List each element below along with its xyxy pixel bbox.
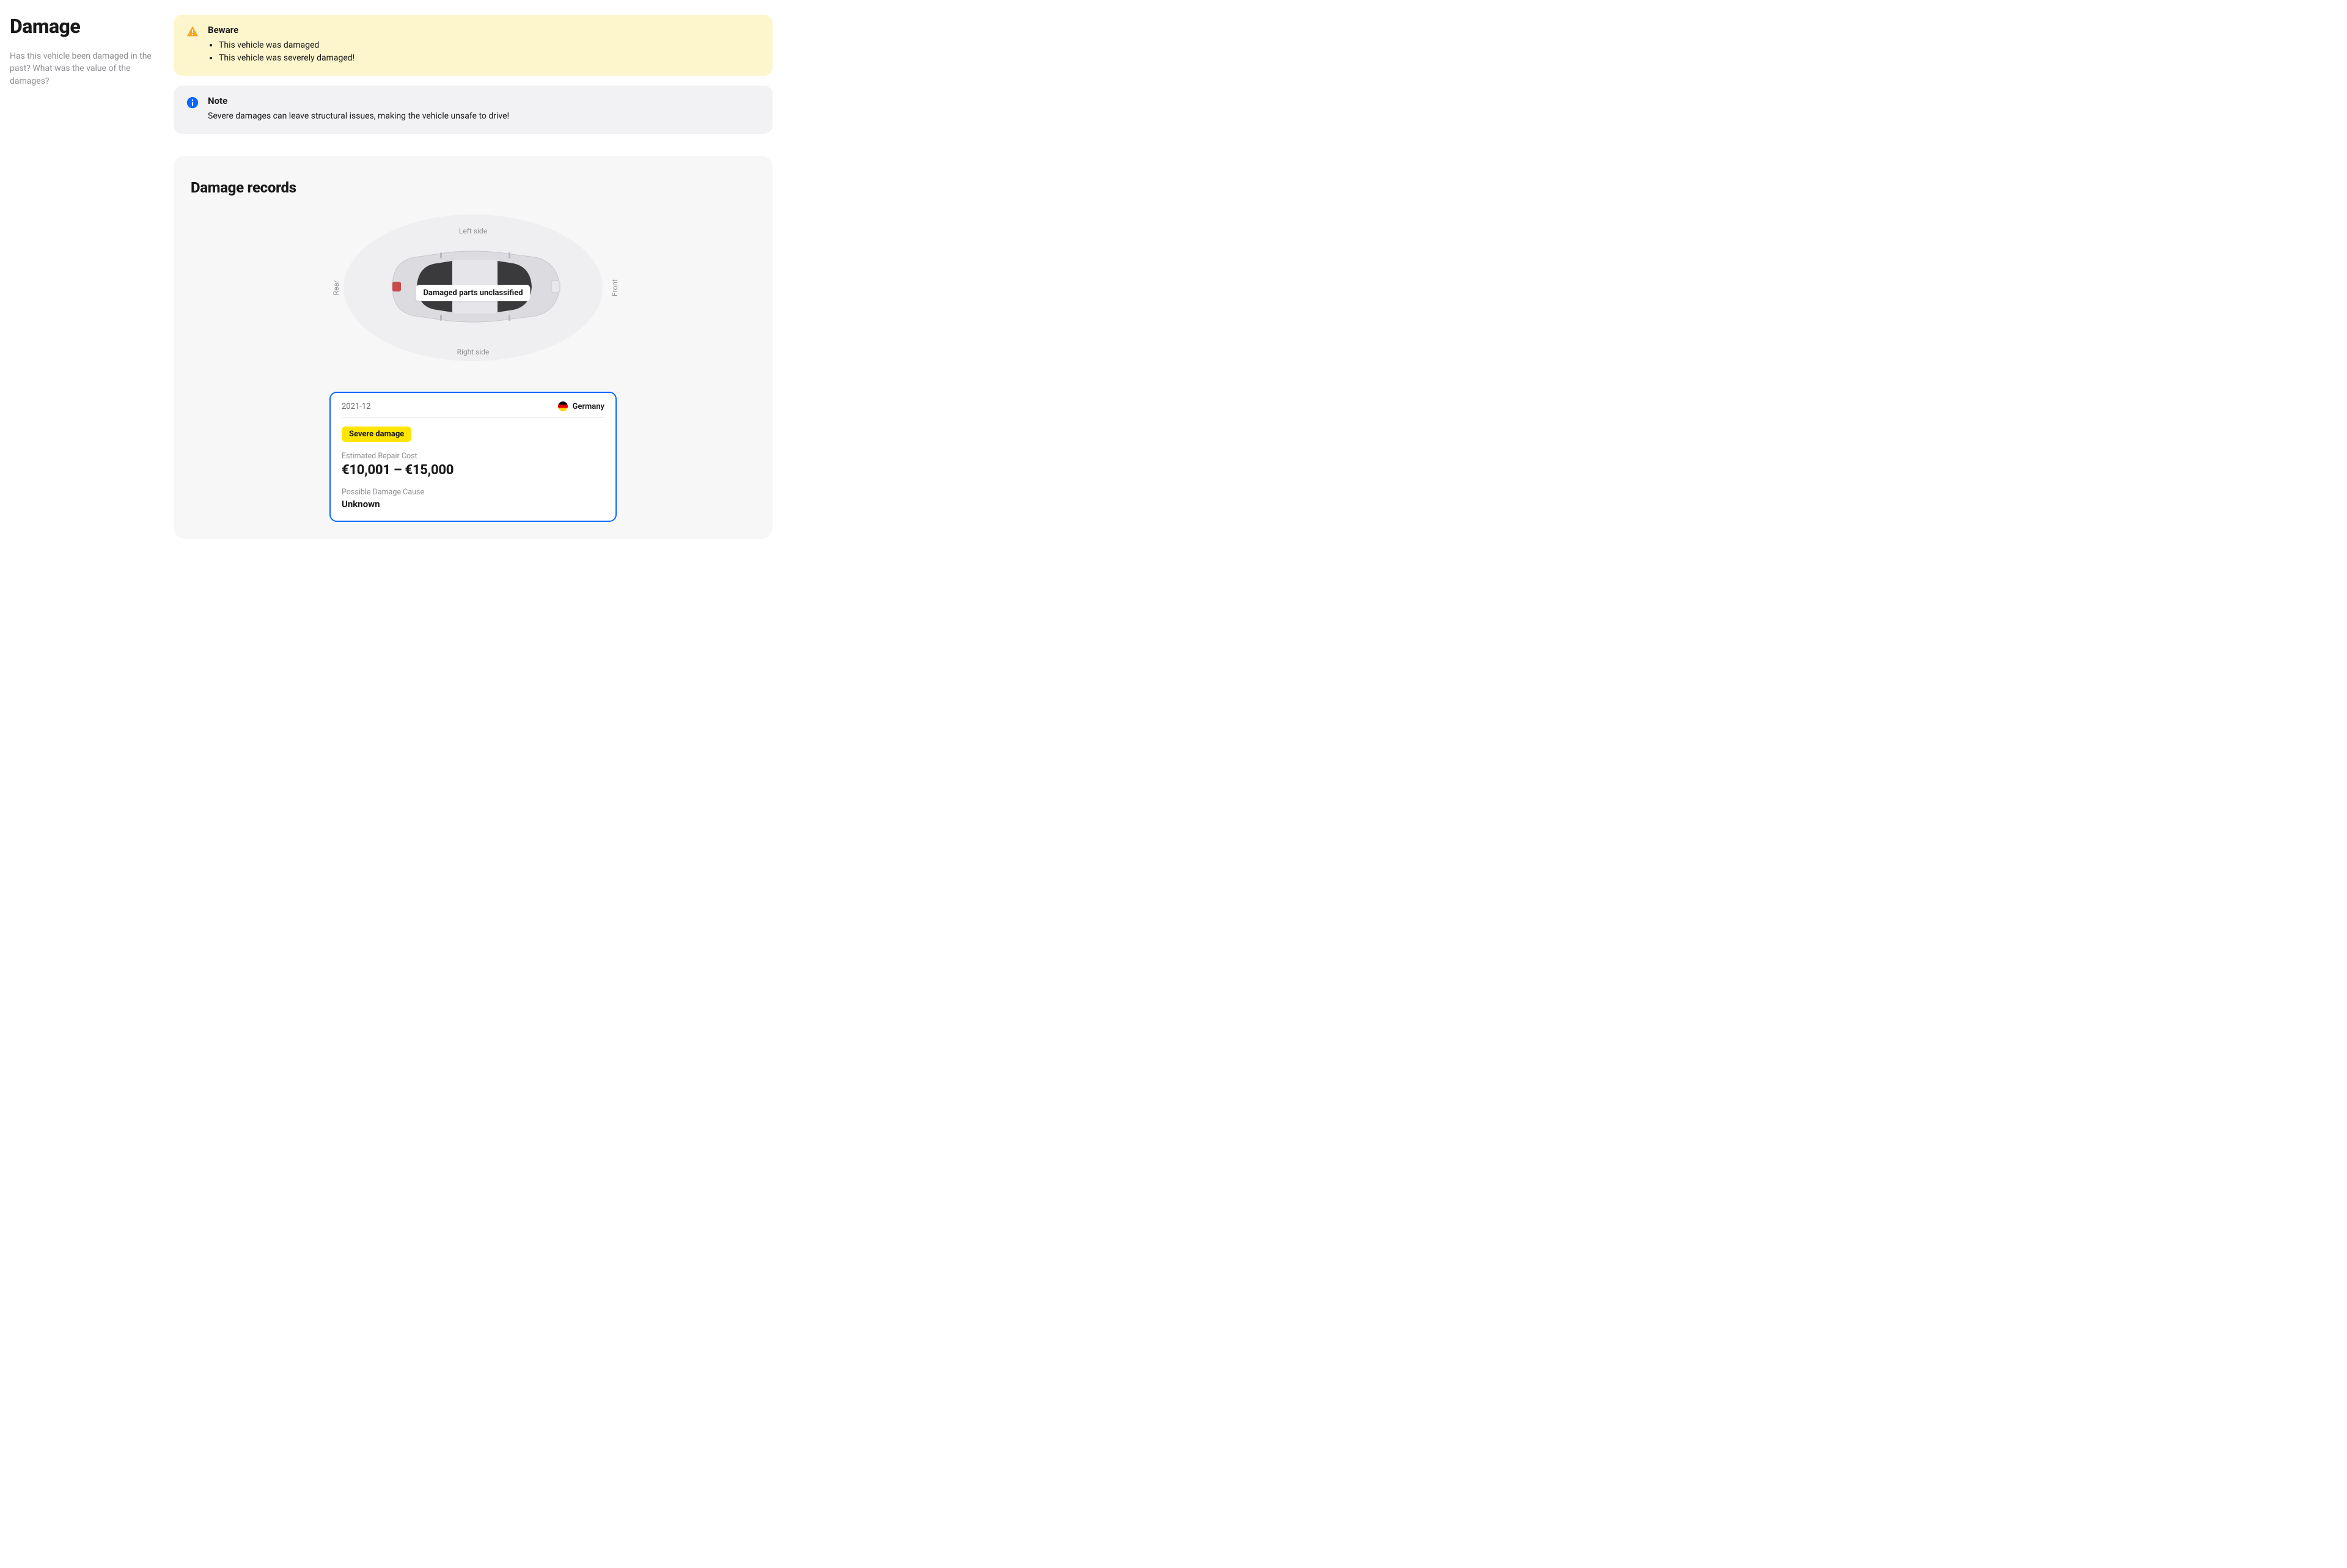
- info-icon: [186, 96, 199, 109]
- records-heading: Damage records: [191, 179, 755, 196]
- alert-warning-item: This vehicle was severely damaged!: [219, 52, 760, 65]
- alert-warning-body: Beware This vehicle was damaged This veh…: [208, 24, 760, 65]
- page-description: Has this vehicle been damaged in the pas…: [10, 50, 156, 87]
- page-title: Damage: [10, 15, 156, 38]
- damage-location-badge: Damaged parts unclassified: [416, 285, 530, 301]
- alert-warning-title: Beware: [208, 24, 760, 35]
- main-content: Beware This vehicle was damaged This veh…: [174, 15, 773, 539]
- record-header: 2021-12 Germany: [342, 401, 604, 418]
- alert-info-title: Note: [208, 95, 760, 106]
- alert-info-text: Severe damages can leave structural issu…: [208, 110, 760, 123]
- alert-info-body: Note Severe damages can leave structural…: [208, 95, 760, 123]
- damage-records-section: Damage records Left side Right side Rear…: [174, 156, 773, 539]
- sidebar: Damage Has this vehicle been damaged in …: [10, 15, 156, 539]
- record-country: Germany: [558, 401, 604, 411]
- warning-icon: [186, 25, 199, 38]
- cause-label: Possible Damage Cause: [342, 488, 604, 497]
- alert-warning-list: This vehicle was damaged This vehicle wa…: [208, 39, 760, 65]
- record-country-label: Germany: [572, 402, 604, 411]
- car-label-right-side: Right side: [457, 348, 490, 356]
- record-date: 2021-12: [342, 402, 370, 411]
- car-label-left-side: Left side: [459, 227, 487, 235]
- cost-value: €10,001 – €15,000: [342, 463, 604, 478]
- severity-badge: Severe damage: [342, 427, 411, 442]
- flag-germany-icon: [558, 401, 568, 411]
- car-label-rear: Rear: [332, 280, 340, 295]
- car-label-front: Front: [611, 279, 619, 296]
- cause-value: Unknown: [342, 499, 604, 510]
- car-diagram: Left side Right side Rear Front: [326, 208, 620, 367]
- alert-warning-item: This vehicle was damaged: [219, 39, 760, 52]
- cost-label: Estimated Repair Cost: [342, 452, 604, 461]
- page-root: Damage Has this vehicle been damaged in …: [0, 0, 782, 539]
- alert-warning: Beware This vehicle was damaged This veh…: [174, 15, 773, 76]
- damage-record-card[interactable]: 2021-12 Germany Severe damage Es: [329, 392, 617, 522]
- alert-info: Note Severe damages can leave structural…: [174, 86, 773, 134]
